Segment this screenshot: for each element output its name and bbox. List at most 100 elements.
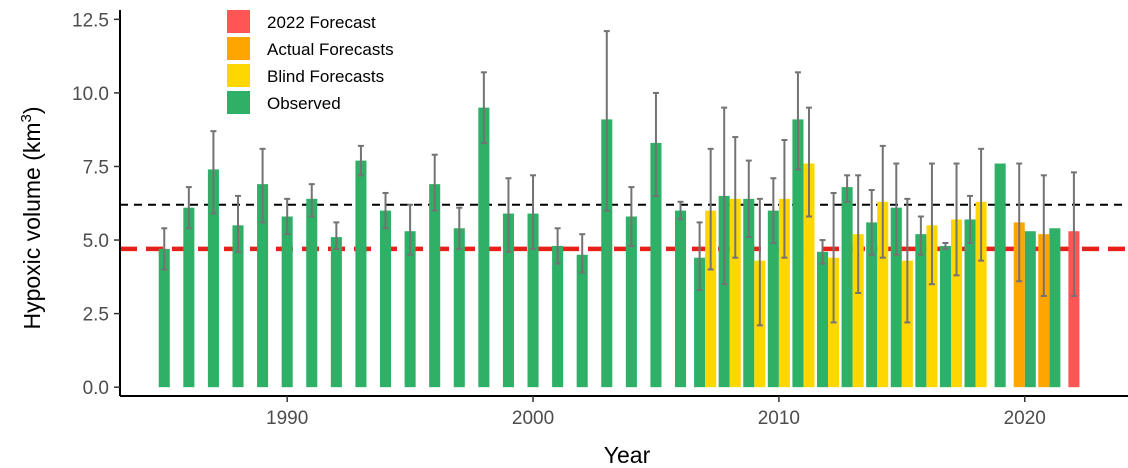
bar-observed-2011 xyxy=(792,119,804,388)
error-bar-observed-1994 xyxy=(382,191,389,230)
bar-actual-forecasts-2020 xyxy=(1013,222,1025,388)
x-tick-label: 2010 xyxy=(758,408,800,429)
legend-item-2022-forecast: 2022 Forecast xyxy=(227,10,376,33)
bar-blind-forecasts-2007 xyxy=(705,210,717,388)
error-bar-blind-forecasts-2007 xyxy=(707,147,714,271)
legend-key xyxy=(227,64,250,87)
legend-label: Blind Forecasts xyxy=(267,67,384,86)
bar-observed-2020 xyxy=(1024,231,1036,388)
bar-observed-2000 xyxy=(527,213,539,388)
bar-blind-forecasts-2014 xyxy=(877,201,889,388)
x-axis-title: Year xyxy=(604,442,651,468)
bar-observed-1991 xyxy=(306,198,318,388)
y-tick-label: 5.0 xyxy=(83,231,109,252)
bar-observed-2009 xyxy=(743,198,755,388)
error-bar-actual-forecasts-2020 xyxy=(1016,162,1023,283)
bar-blind-forecasts-2013 xyxy=(852,234,864,388)
bar-observed-2014 xyxy=(866,222,878,388)
error-bar-blind-forecasts-2016 xyxy=(928,162,935,286)
bar-observed-2016 xyxy=(915,234,927,388)
bar-observed-1990 xyxy=(281,216,293,388)
y-tick-label: 2.5 xyxy=(83,305,109,326)
error-bar-observed-1990 xyxy=(284,197,291,236)
bar-actual-forecasts-2021 xyxy=(1038,234,1050,388)
y-axis-title: Hypoxic volume (km3) xyxy=(18,106,45,329)
bar-observed-1987 xyxy=(207,169,219,388)
error-bar-observed-1986 xyxy=(185,186,192,230)
error-bar-observed-2013 xyxy=(844,174,851,203)
error-bar-blind-forecasts-2009 xyxy=(756,197,763,327)
y-tick-label: 7.5 xyxy=(83,157,109,178)
error-bar-blind-forecasts-2011 xyxy=(806,106,813,218)
error-bar-observed-2000 xyxy=(530,174,537,250)
legend-key xyxy=(227,91,250,114)
bar-observed-2010 xyxy=(767,210,779,388)
error-bar-observed-1991 xyxy=(308,183,315,218)
bar-observed-1996 xyxy=(429,184,441,388)
error-bar-blind-forecasts-2017 xyxy=(953,162,960,277)
error-bar-blind-forecasts-2012 xyxy=(830,191,837,324)
bar-observed-2008 xyxy=(718,195,730,388)
error-bar-observed-2017 xyxy=(942,241,949,250)
error-bar-observed-1996 xyxy=(431,153,438,212)
y-axis-title-main: Hypoxic volume (km xyxy=(19,122,45,329)
bar-observed-2004 xyxy=(625,216,637,388)
error-bar-observed-1988 xyxy=(235,194,242,253)
bar-observed-2012 xyxy=(817,251,829,388)
error-bar-observed-2009 xyxy=(745,159,752,239)
error-bar-observed-1995 xyxy=(407,203,414,256)
bar-observed-1985 xyxy=(158,248,170,388)
error-bar-blind-forecasts-2010 xyxy=(781,139,788,259)
bar-observed-2017 xyxy=(939,245,951,388)
error-bar-blind-forecasts-2013 xyxy=(855,174,862,295)
error-bar-observed-2014 xyxy=(868,189,875,256)
x-tick-label: 2000 xyxy=(512,408,554,429)
bar-observed-1992 xyxy=(330,237,342,388)
error-bar-observed-2010 xyxy=(770,177,777,244)
error-bar-observed-2011 xyxy=(794,71,801,171)
legend-key xyxy=(227,10,250,33)
error-bar-actual-forecasts-2021 xyxy=(1040,174,1047,297)
bar-blind-forecasts-2010 xyxy=(778,198,790,388)
legend-item-blind-forecasts: Blind Forecasts xyxy=(227,64,384,87)
bar-observed-1988 xyxy=(232,225,244,388)
legend-label: Observed xyxy=(267,94,341,113)
error-bar-observed-1992 xyxy=(333,221,340,250)
bar-observed-1999 xyxy=(502,213,514,388)
bar-observed-2007 xyxy=(694,257,706,388)
legend-label: 2022 Forecast xyxy=(267,13,376,32)
y-tick-label: 12.5 xyxy=(72,10,109,31)
bar-observed-1986 xyxy=(183,207,195,388)
y-axis-title-close: ) xyxy=(19,106,45,114)
bar-blind-forecasts-2015 xyxy=(901,260,913,388)
error-bars xyxy=(161,30,1077,327)
error-bar-blind-forecasts-2015 xyxy=(904,197,911,324)
legend-key xyxy=(227,37,250,60)
error-bar-observed-2003 xyxy=(603,30,610,212)
error-bar-observed-2001 xyxy=(554,227,561,265)
legend-label: Actual Forecasts xyxy=(267,40,394,59)
error-bar-observed-2002 xyxy=(579,233,586,274)
bar-blind-forecasts-2016 xyxy=(926,225,938,388)
error-bar-observed-2016 xyxy=(917,215,924,256)
error-bar-observed-2018 xyxy=(967,194,974,244)
y-tick-label: 0.0 xyxy=(83,378,109,399)
bar-observed-1989 xyxy=(257,184,269,388)
error-bar-blind-forecasts-2018 xyxy=(978,147,985,262)
bar-observed-1997 xyxy=(453,228,465,388)
bar-observed-2013 xyxy=(841,187,853,388)
error-bar-observed-2007 xyxy=(696,221,703,292)
error-bar-observed-1989 xyxy=(259,147,266,224)
error-bar-observed-1998 xyxy=(480,71,487,144)
bar-observed-1998 xyxy=(478,107,490,388)
bar-observed-2002 xyxy=(576,254,588,388)
x-tick-label: 1990 xyxy=(266,408,308,429)
bar-observed-1995 xyxy=(404,231,416,388)
bar-blind-forecasts-2017 xyxy=(950,219,963,388)
bar-observed-2006 xyxy=(675,210,687,388)
error-bar-observed-2006 xyxy=(677,200,684,221)
error-bar-observed-1999 xyxy=(505,177,512,253)
error-bar-observed-2005 xyxy=(652,91,659,197)
legend: 2022 Forecast Actual Forecasts Blind Forec… xyxy=(227,10,394,114)
